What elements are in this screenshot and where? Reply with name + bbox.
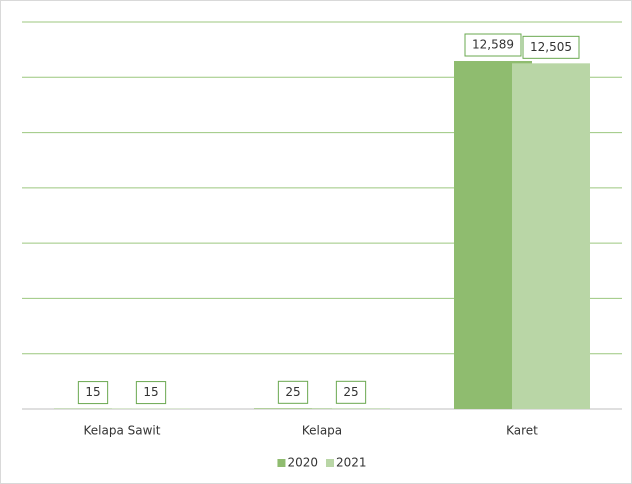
bar [512, 63, 590, 409]
x-tick-label: Kelapa Sawit [84, 424, 161, 438]
data-label-box [335, 380, 367, 404]
data-label: 15 [85, 385, 100, 399]
x-tick-label: Kelapa [302, 424, 342, 438]
legend-label: 2021 [336, 456, 367, 470]
data-label: 15 [143, 385, 158, 399]
x-tick-label: Karet [506, 424, 538, 438]
data-label: 12,505 [530, 40, 572, 54]
legend-swatch [326, 459, 334, 467]
data-label-box [464, 33, 522, 57]
data-label-box [522, 35, 580, 59]
data-label: 12,589 [472, 38, 514, 52]
data-label-box [77, 381, 109, 405]
legend-label: 2020 [287, 456, 318, 470]
data-label: 25 [343, 385, 358, 399]
data-label-box [277, 380, 309, 404]
bar [254, 408, 332, 409]
data-label: 25 [285, 385, 300, 399]
legend-swatch [277, 459, 286, 467]
bar [312, 408, 390, 409]
data-label-box [135, 381, 167, 405]
